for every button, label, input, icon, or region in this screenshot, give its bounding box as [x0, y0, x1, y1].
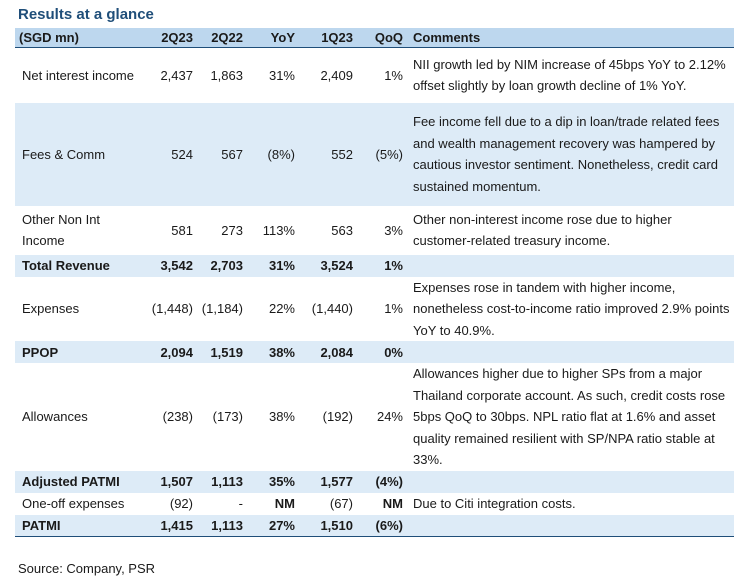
- row-comment: [407, 254, 734, 277]
- value-2q22: 1,863: [210, 67, 243, 83]
- value-1q23: 2,084: [299, 341, 357, 363]
- row-label: PATMI: [15, 514, 142, 537]
- value-yoy: 31%: [247, 254, 299, 277]
- source-note: Source: Company, PSR: [18, 561, 156, 576]
- value-qoq: (6%): [357, 514, 407, 537]
- header-2q23: 2Q23: [142, 28, 197, 48]
- value-2q22: 1,113: [197, 514, 247, 537]
- header-unit: (SGD mn): [15, 28, 142, 48]
- row-label: Net interest income: [22, 67, 134, 83]
- row-comment: [407, 470, 734, 493]
- value-2q22: 1,113: [197, 470, 247, 493]
- row-label: Fees & Comm: [15, 102, 142, 206]
- value-2q23: (1,448): [151, 301, 193, 317]
- value-qoq: (4%): [357, 470, 407, 493]
- table-row: Fees & Comm 524 567 (8%) 552 (5%) Fee in…: [15, 102, 734, 206]
- value-qoq: 24%: [376, 409, 403, 425]
- value-qoq: 1%: [384, 67, 403, 83]
- table-row: Total Revenue 3,542 2,703 31% 3,524 1%: [15, 254, 734, 277]
- value-qoq: 1%: [357, 254, 407, 277]
- header-comments: Comments: [407, 28, 734, 48]
- value-yoy: NM: [274, 496, 295, 511]
- row-comment: Other non-interest income rose due to hi…: [413, 211, 672, 249]
- row-label: Expenses: [22, 301, 80, 317]
- page-title: Results at a glance: [18, 6, 154, 23]
- table-row: PPOP 2,094 1,519 38% 2,084 0%: [15, 341, 734, 363]
- value-1q23: 563: [331, 222, 353, 238]
- row-label: One-off expenses: [22, 496, 125, 511]
- header-qoq: QoQ: [357, 28, 407, 48]
- value-1q23: 552: [299, 102, 357, 206]
- value-yoy: 38%: [247, 341, 299, 363]
- value-2q23: 1,415: [142, 514, 197, 537]
- table-row: Other Non Int Income 581 273 113% 563 3%…: [15, 206, 734, 255]
- row-label: Other Non Int Income: [22, 212, 101, 248]
- value-1q23: 1,577: [299, 470, 357, 493]
- value-2q23: 2,437: [160, 67, 193, 83]
- value-2q23: 581: [171, 222, 193, 238]
- results-table: (SGD mn) 2Q23 2Q22 YoY 1Q23 QoQ Comments…: [15, 28, 734, 537]
- value-2q23: 2,094: [142, 341, 197, 363]
- value-yoy: 113%: [262, 222, 295, 238]
- row-comment: NII growth led by NIM increase of 45bps …: [413, 56, 726, 94]
- value-yoy: (8%): [247, 102, 299, 206]
- value-yoy: 38%: [268, 409, 295, 425]
- table-row: Adjusted PATMI 1,507 1,113 35% 1,577 (4%…: [15, 470, 734, 493]
- value-2q23: 3,542: [142, 254, 197, 277]
- value-2q22: 567: [197, 102, 247, 206]
- value-qoq: (5%): [357, 102, 407, 206]
- value-2q22: 273: [221, 222, 243, 238]
- row-label: PPOP: [15, 341, 142, 363]
- value-qoq: 1%: [384, 301, 403, 317]
- row-comment: Due to Citi integration costs.: [413, 495, 576, 511]
- table-row: Expenses (1,448) (1,184) 22% (1,440) 1% …: [15, 277, 734, 342]
- value-2q22: (1,184): [201, 301, 243, 317]
- value-2q22: 1,519: [197, 341, 247, 363]
- header-1q23: 1Q23: [299, 28, 357, 48]
- value-2q23: 524: [142, 102, 197, 206]
- value-2q23: (238): [162, 409, 193, 425]
- value-2q22: -: [238, 496, 243, 511]
- header-row: (SGD mn) 2Q23 2Q22 YoY 1Q23 QoQ Comments: [15, 28, 734, 48]
- header-yoy: YoY: [247, 28, 299, 48]
- row-label: Adjusted PATMI: [15, 470, 142, 493]
- value-yoy: 35%: [247, 470, 299, 493]
- value-yoy: 31%: [268, 67, 295, 83]
- value-1q23: 3,524: [299, 254, 357, 277]
- row-comment: Allowances higher due to higher SPs from…: [413, 366, 726, 467]
- value-1q23: 2,409: [320, 67, 353, 83]
- row-comment: Fee income fell due to a dip in loan/tra…: [407, 102, 734, 206]
- value-1q23: (1,440): [311, 301, 353, 317]
- value-2q22: 2,703: [197, 254, 247, 277]
- row-comment: [407, 514, 734, 537]
- value-qoq: 3%: [384, 222, 403, 238]
- value-2q23: (92): [169, 496, 193, 511]
- table-row: Net interest income 2,437 1,863 31% 2,40…: [15, 48, 734, 103]
- value-qoq: NM: [382, 496, 403, 511]
- row-label: Allowances: [22, 409, 88, 425]
- row-comment: Expenses rose in tandem with higher inco…: [413, 279, 730, 338]
- row-comment: [407, 341, 734, 363]
- value-yoy: 27%: [247, 514, 299, 537]
- value-yoy: 22%: [268, 301, 295, 317]
- header-2q22: 2Q22: [197, 28, 247, 48]
- table-row: Allowances (238) (173) 38% (192) 24% All…: [15, 363, 734, 471]
- table-row: One-off expenses (92) - NM (67) NM Due t…: [15, 493, 734, 515]
- value-2q23: 1,507: [142, 470, 197, 493]
- value-1q23: (67): [329, 496, 353, 511]
- row-label: Total Revenue: [15, 254, 142, 277]
- table-row: PATMI 1,415 1,113 27% 1,510 (6%): [15, 514, 734, 537]
- value-2q22: (173): [212, 409, 243, 425]
- value-qoq: 0%: [357, 341, 407, 363]
- value-1q23: (192): [322, 409, 353, 425]
- value-1q23: 1,510: [299, 514, 357, 537]
